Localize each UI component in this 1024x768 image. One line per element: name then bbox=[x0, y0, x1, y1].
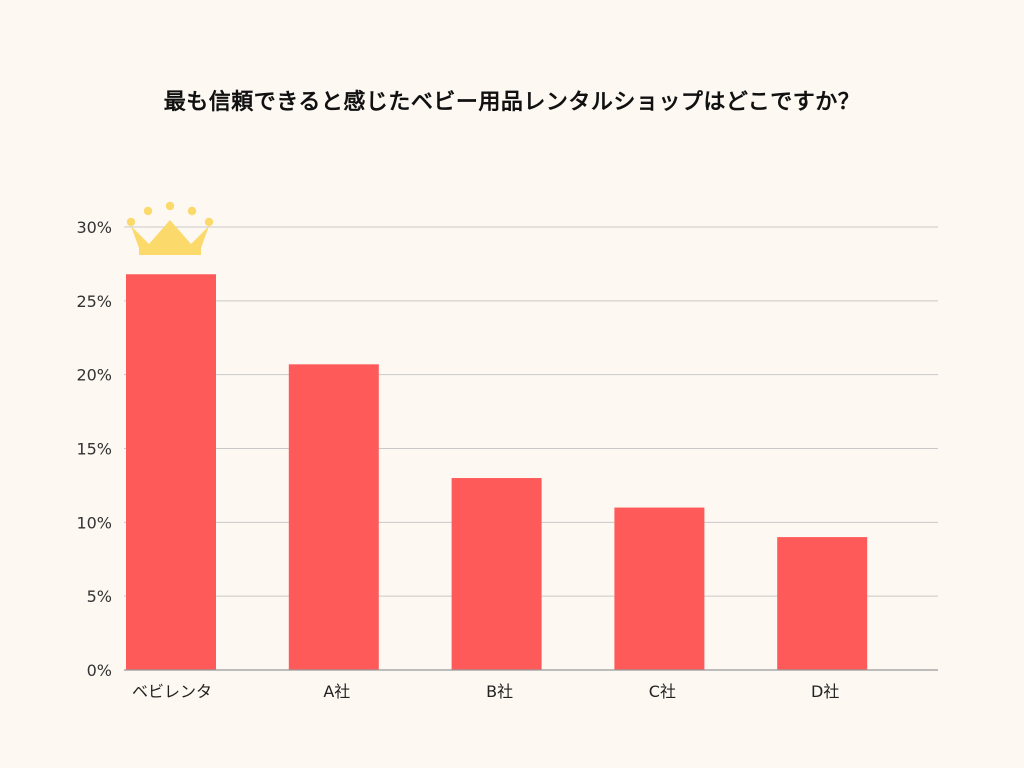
bar-1 bbox=[126, 274, 216, 670]
crown-band bbox=[139, 248, 201, 255]
crown-jewel bbox=[165, 201, 175, 211]
x-tick-label: B社 bbox=[486, 682, 513, 701]
chart-title: 最も信頼できると感じたベビー用品レンタルショップはどこですか？ bbox=[163, 90, 861, 115]
crown-body bbox=[131, 220, 209, 248]
y-tick-label: 25% bbox=[76, 292, 112, 311]
y-tick-label: 15% bbox=[76, 440, 112, 459]
bar-4 bbox=[614, 507, 705, 670]
bar-5 bbox=[777, 537, 868, 670]
bar-3 bbox=[451, 478, 542, 670]
y-tick-label: 0% bbox=[87, 661, 112, 680]
crown-jewel bbox=[204, 217, 214, 227]
x-tick-label: A社 bbox=[323, 682, 350, 701]
x-axis-labels: ベビレンタ A社 B社 C社 D社 bbox=[132, 682, 839, 701]
y-axis-ticks: 0% 5% 10% 15% 20% 25% 30% bbox=[76, 218, 112, 680]
bar-2 bbox=[288, 364, 379, 670]
y-tick-label: 30% bbox=[76, 218, 112, 237]
y-tick-label: 20% bbox=[76, 366, 112, 385]
bars bbox=[126, 274, 868, 670]
crown-icon bbox=[126, 201, 214, 255]
crown-jewel bbox=[187, 206, 197, 216]
x-tick-label: ベビレンタ bbox=[132, 682, 212, 701]
y-tick-label: 5% bbox=[87, 587, 112, 606]
y-tick-label: 10% bbox=[76, 513, 112, 532]
crown-jewel bbox=[126, 217, 136, 227]
x-tick-label: D社 bbox=[811, 682, 839, 701]
crown-jewel bbox=[143, 206, 153, 216]
x-tick-label: C社 bbox=[649, 682, 676, 701]
